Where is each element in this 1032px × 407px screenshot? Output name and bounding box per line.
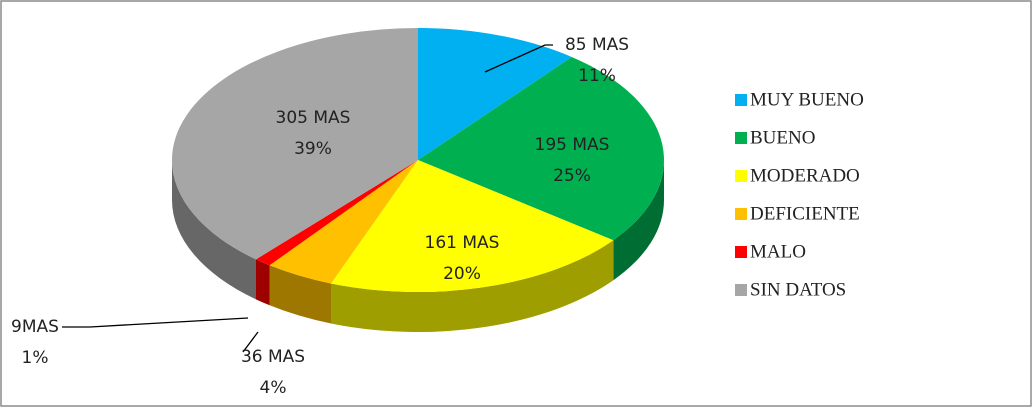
legend-label: BUENO xyxy=(750,127,815,148)
legend-label: MODERADO xyxy=(750,165,860,186)
percent-label: 4% xyxy=(260,378,287,398)
legend-swatch xyxy=(735,284,747,296)
data-label: 9MAS xyxy=(11,317,59,337)
legend-label: SIN DATOS xyxy=(750,279,846,300)
legend-swatch xyxy=(735,170,747,182)
slice-side xyxy=(269,265,332,324)
percent-label: 11% xyxy=(578,66,616,86)
slice-side xyxy=(172,160,256,300)
data-label: 36 MAS xyxy=(241,347,305,367)
slice-side xyxy=(331,240,614,332)
legend-label: DEFICIENTE xyxy=(750,203,860,224)
data-label: 305 MAS xyxy=(276,108,351,128)
slice xyxy=(269,160,418,284)
percent-label: 39% xyxy=(294,139,332,159)
data-label: 85 MAS xyxy=(565,35,629,55)
slice-side xyxy=(613,160,664,281)
legend-label: MUY BUENO xyxy=(750,89,864,110)
slice xyxy=(331,160,614,292)
percent-label: 25% xyxy=(553,166,591,186)
slice xyxy=(418,56,664,241)
legend-label: MALO xyxy=(750,241,806,262)
legend-swatch xyxy=(735,132,747,144)
data-label: 161 MAS xyxy=(425,233,500,253)
leader-line xyxy=(242,331,259,353)
legend-swatch xyxy=(735,208,747,220)
percent-label: 1% xyxy=(22,348,49,368)
legend-swatch xyxy=(735,246,747,258)
slice xyxy=(418,28,572,160)
slice-side xyxy=(255,259,270,306)
leader-line xyxy=(62,317,249,328)
leader-line xyxy=(484,44,553,73)
slice xyxy=(171,28,418,260)
slice xyxy=(255,160,418,266)
percent-label: 20% xyxy=(443,264,481,284)
data-label: 195 MAS xyxy=(535,135,610,155)
legend-swatch xyxy=(735,94,747,106)
